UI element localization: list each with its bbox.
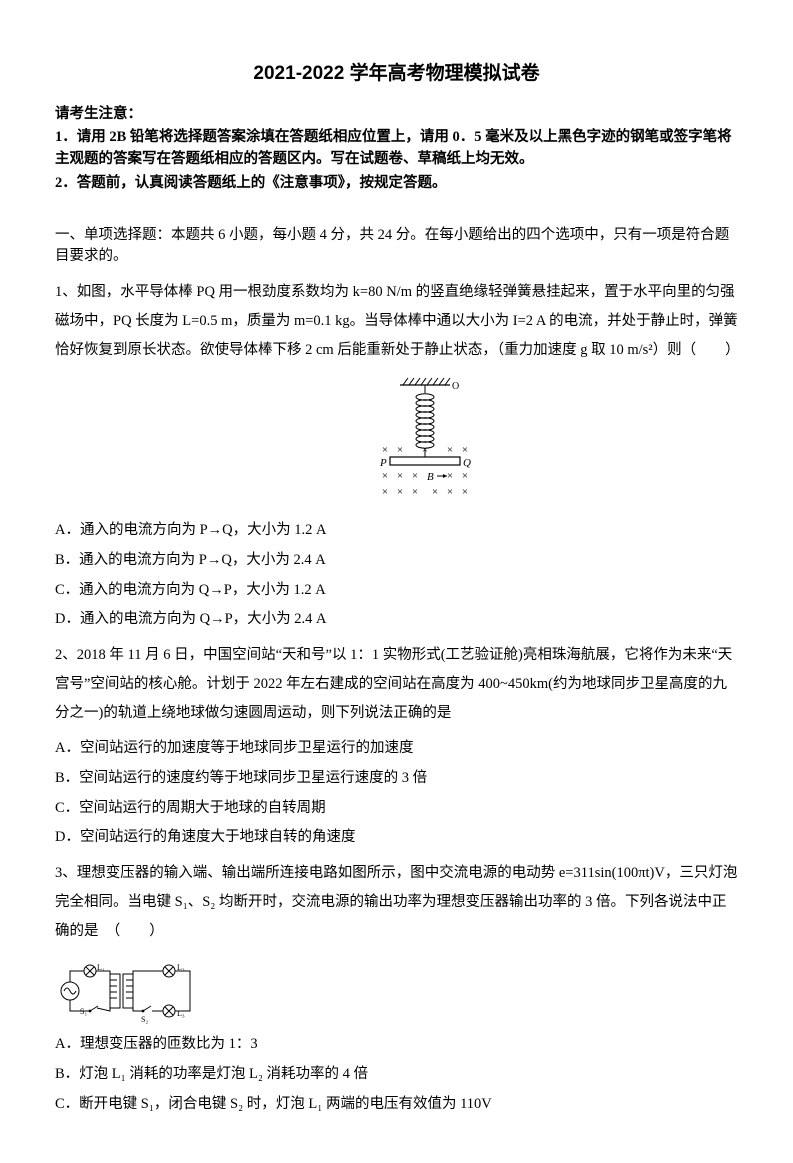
q1-option-b: B．通入的电流方向为 P→Q，大小为 2.4 A [55,550,738,572]
svg-text:×: × [382,486,388,498]
svg-text:×: × [397,470,403,482]
q1-option-c: C．通入的电流方向为 Q→P，大小为 1.2 A [55,580,738,602]
svg-text:×: × [412,486,418,498]
q2-option-c: C．空间站运行的周期大于地球的自转周期 [55,798,738,820]
svg-text:×: × [382,444,388,456]
svg-text:×: × [447,444,453,456]
q3-option-b: B．灯泡 L₁ 消耗的功率是灯泡 L₂ 消耗功率的 4 倍 [55,1064,738,1086]
q3-l3-label: L₃ [177,1009,185,1018]
q3-option-a: A．理想变压器的匝数比为 1：3 [55,1034,738,1056]
svg-text:×: × [447,486,453,498]
question-2-stem: 2、2018 年 11 月 6 日，中国空间站“天和号”以 1：1 实物形式(工… [55,641,738,728]
svg-text:×: × [412,470,418,482]
question-1-stem: 1、如图，水平导体棒 PQ 用一根劲度系数均为 k=80 N/m 的竖直绝缘轻弹… [55,278,738,365]
section-1-heading: 一、单项选择题：本题共 6 小题，每小题 4 分，共 24 分。在每小题给出的四… [55,225,738,269]
q1-fig-b-label: B [427,471,434,483]
svg-text:×: × [382,470,388,482]
page-title: 2021-2022 学年高考物理模拟试卷 [55,60,738,89]
q3-s2-label: S₂ [141,1015,148,1024]
q1-figure: O P Q × × × × × × × × × × × × × × × × B [355,375,485,510]
svg-text:×: × [462,470,468,482]
q2-option-a: A．空间站运行的加速度等于地球同步卫星运行的加速度 [55,738,738,760]
svg-text:×: × [422,444,428,456]
q2-option-b: B．空间站运行的速度约等于地球同步卫星运行速度的 3 倍 [55,768,738,790]
q3-figure: L₁ S₁ L₂ S₂ L₃ [55,956,205,1026]
svg-text:×: × [462,444,468,456]
notice-line-2: 2．答题前，认真阅读答题纸上的《注意事项》，按规定答题。 [55,173,738,195]
svg-text:×: × [462,486,468,498]
q1-fig-top-label: O [452,381,459,392]
q2-option-d: D．空间站运行的角速度大于地球自转的角速度 [55,827,738,849]
svg-text:×: × [397,486,403,498]
svg-text:×: × [447,470,453,482]
svg-text:×: × [397,444,403,456]
q3-option-c: C．断开电键 S₁，闭合电键 S₂ 时，灯泡 L₁ 两端的电压有效值为 110V [55,1094,738,1116]
question-3-stem: 3、理想变压器的输入端、输出端所连接电路如图所示，图中交流电源的电动势 e=31… [55,859,738,946]
q1-option-d: D．通入的电流方向为 Q→P，大小为 2.4 A [55,609,738,631]
q1-fig-right-label: Q [463,457,471,469]
notice-heading: 请考生注意： [55,104,738,126]
q1-option-a: A．通入的电流方向为 P→Q，大小为 1.2 A [55,520,738,542]
q1-fig-left-label: P [379,457,387,469]
notice-line-1: 1．请用 2B 铅笔将选择题答案涂填在答题纸相应位置上，请用 0．5 毫米及以上… [55,127,738,171]
svg-text:×: × [432,486,438,498]
